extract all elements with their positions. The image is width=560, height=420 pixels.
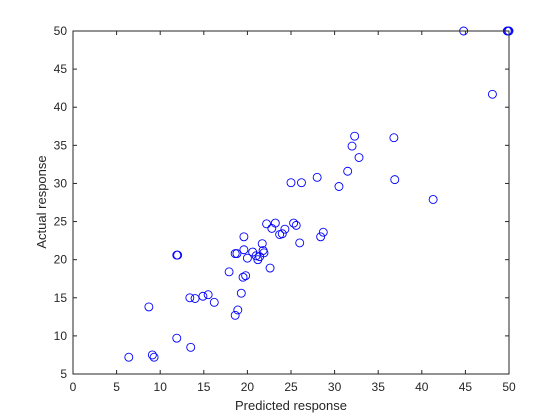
data-point [318,227,328,237]
data-point [172,333,182,343]
data-point [124,352,134,362]
x-tick-label: 20 [241,380,255,394]
data-point [230,249,240,259]
axes-box [72,30,510,375]
y-tick-label: 50 [54,24,68,38]
data-point [291,220,301,230]
plot-area [73,31,509,374]
data-point [270,218,280,228]
data-point [238,272,248,282]
data-point [185,293,195,303]
data-point [334,182,344,191]
data-point [262,219,272,229]
data-point [236,288,246,298]
data-point [149,352,159,362]
y-tick-label: 30 [54,176,68,190]
x-tick-label: 15 [197,380,211,394]
x-tick-label: 30 [328,380,342,394]
data-point [354,153,364,162]
data-point [242,253,252,263]
data-point [487,89,497,99]
data-point [347,141,357,151]
data-point [224,267,234,277]
data-point [289,218,299,228]
y-tick-label: 45 [54,62,68,76]
data-point [230,310,240,320]
y-tick-label: 15 [54,291,68,305]
y-tick-label: 25 [54,215,68,229]
data-point [295,238,305,248]
data-point [286,178,296,188]
data-point [239,232,249,242]
x-axis-label: Predicted response [235,398,347,413]
data-point [239,245,249,255]
data-point [297,178,306,188]
data-point [190,294,200,303]
x-tick-label: 0 [70,380,77,394]
y-tick-label: 40 [54,100,68,114]
y-tick-label: 5 [60,367,67,381]
x-tick-label: 10 [154,380,168,394]
x-tick-label: 45 [459,380,473,394]
data-point [280,224,290,234]
data-point [203,290,213,300]
y-axis-label: Actual response [34,155,49,248]
data-point [312,172,322,182]
data-point [428,195,438,204]
x-tick-label: 25 [284,380,298,394]
x-tick-label: 50 [502,380,516,394]
x-tick-label: 5 [113,380,120,394]
data-point [259,248,269,258]
data-point [390,175,400,185]
y-tick-label: 20 [54,253,68,267]
data-point [350,131,360,141]
x-tick-label: 40 [415,380,429,394]
data-point [257,239,267,249]
data-point [147,350,157,360]
x-tick-label: 35 [372,380,386,394]
y-tick-label: 35 [54,138,68,152]
data-point [265,263,275,273]
data-point [277,229,287,239]
data-point [233,305,243,315]
data-point [316,232,326,242]
data-point [241,271,251,281]
data-point [186,342,196,352]
data-point [144,302,154,312]
y-tick-label: 10 [54,329,68,343]
data-point [209,297,219,307]
data-point [343,166,353,176]
data-point [198,291,208,301]
data-point [172,250,182,260]
data-point [389,133,399,143]
